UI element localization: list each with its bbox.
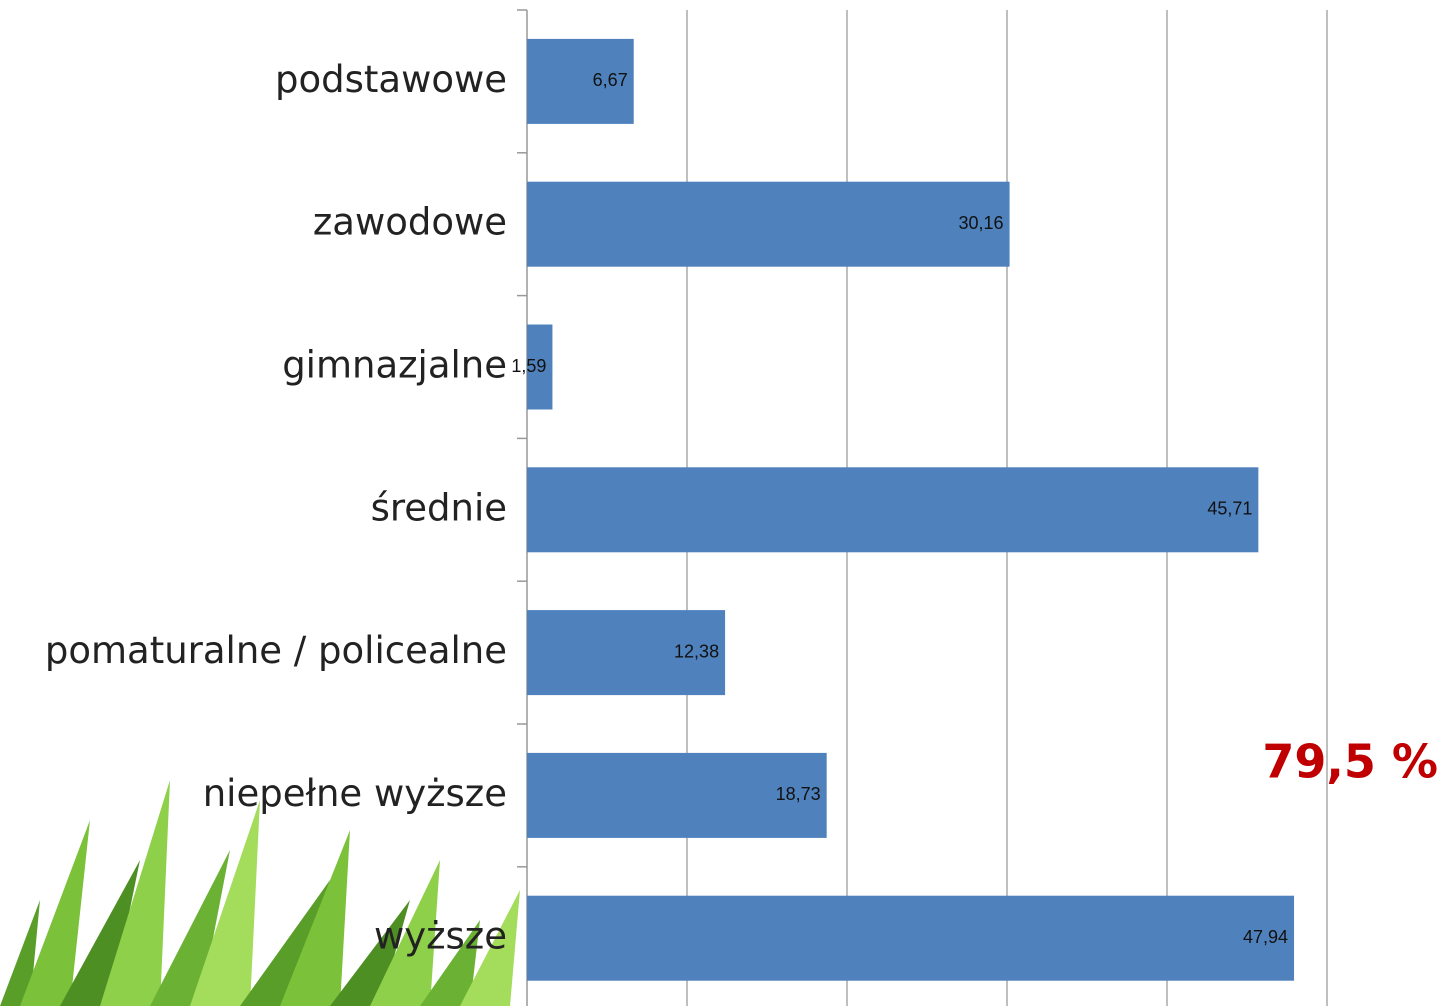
bar [527, 752, 827, 838]
bar [527, 610, 726, 696]
value-label: 47,94 [1243, 927, 1288, 947]
bar [527, 467, 1259, 553]
value-label: 30,16 [959, 213, 1004, 233]
category-label: zawodowe [313, 201, 507, 244]
value-label: 18,73 [776, 784, 821, 804]
value-label: 1,59 [511, 356, 546, 376]
category-label: wyższe [374, 915, 507, 958]
value-label: 6,67 [593, 70, 628, 90]
category-label: podstawowe [275, 58, 507, 101]
category-label: średnie [371, 486, 507, 529]
category-label: gimnazjalne [282, 344, 507, 387]
annotation: 79,5 % [1262, 735, 1438, 789]
bar [527, 181, 1010, 267]
value-label: 45,71 [1207, 499, 1252, 519]
category-label: niepełne wyższe [203, 772, 507, 815]
bar [527, 38, 634, 124]
category-label: pomaturalne / policealne [45, 629, 507, 672]
grass-decoration [0, 780, 520, 1006]
bar [527, 324, 553, 410]
bar [527, 895, 1295, 981]
value-label: 12,38 [674, 641, 719, 661]
